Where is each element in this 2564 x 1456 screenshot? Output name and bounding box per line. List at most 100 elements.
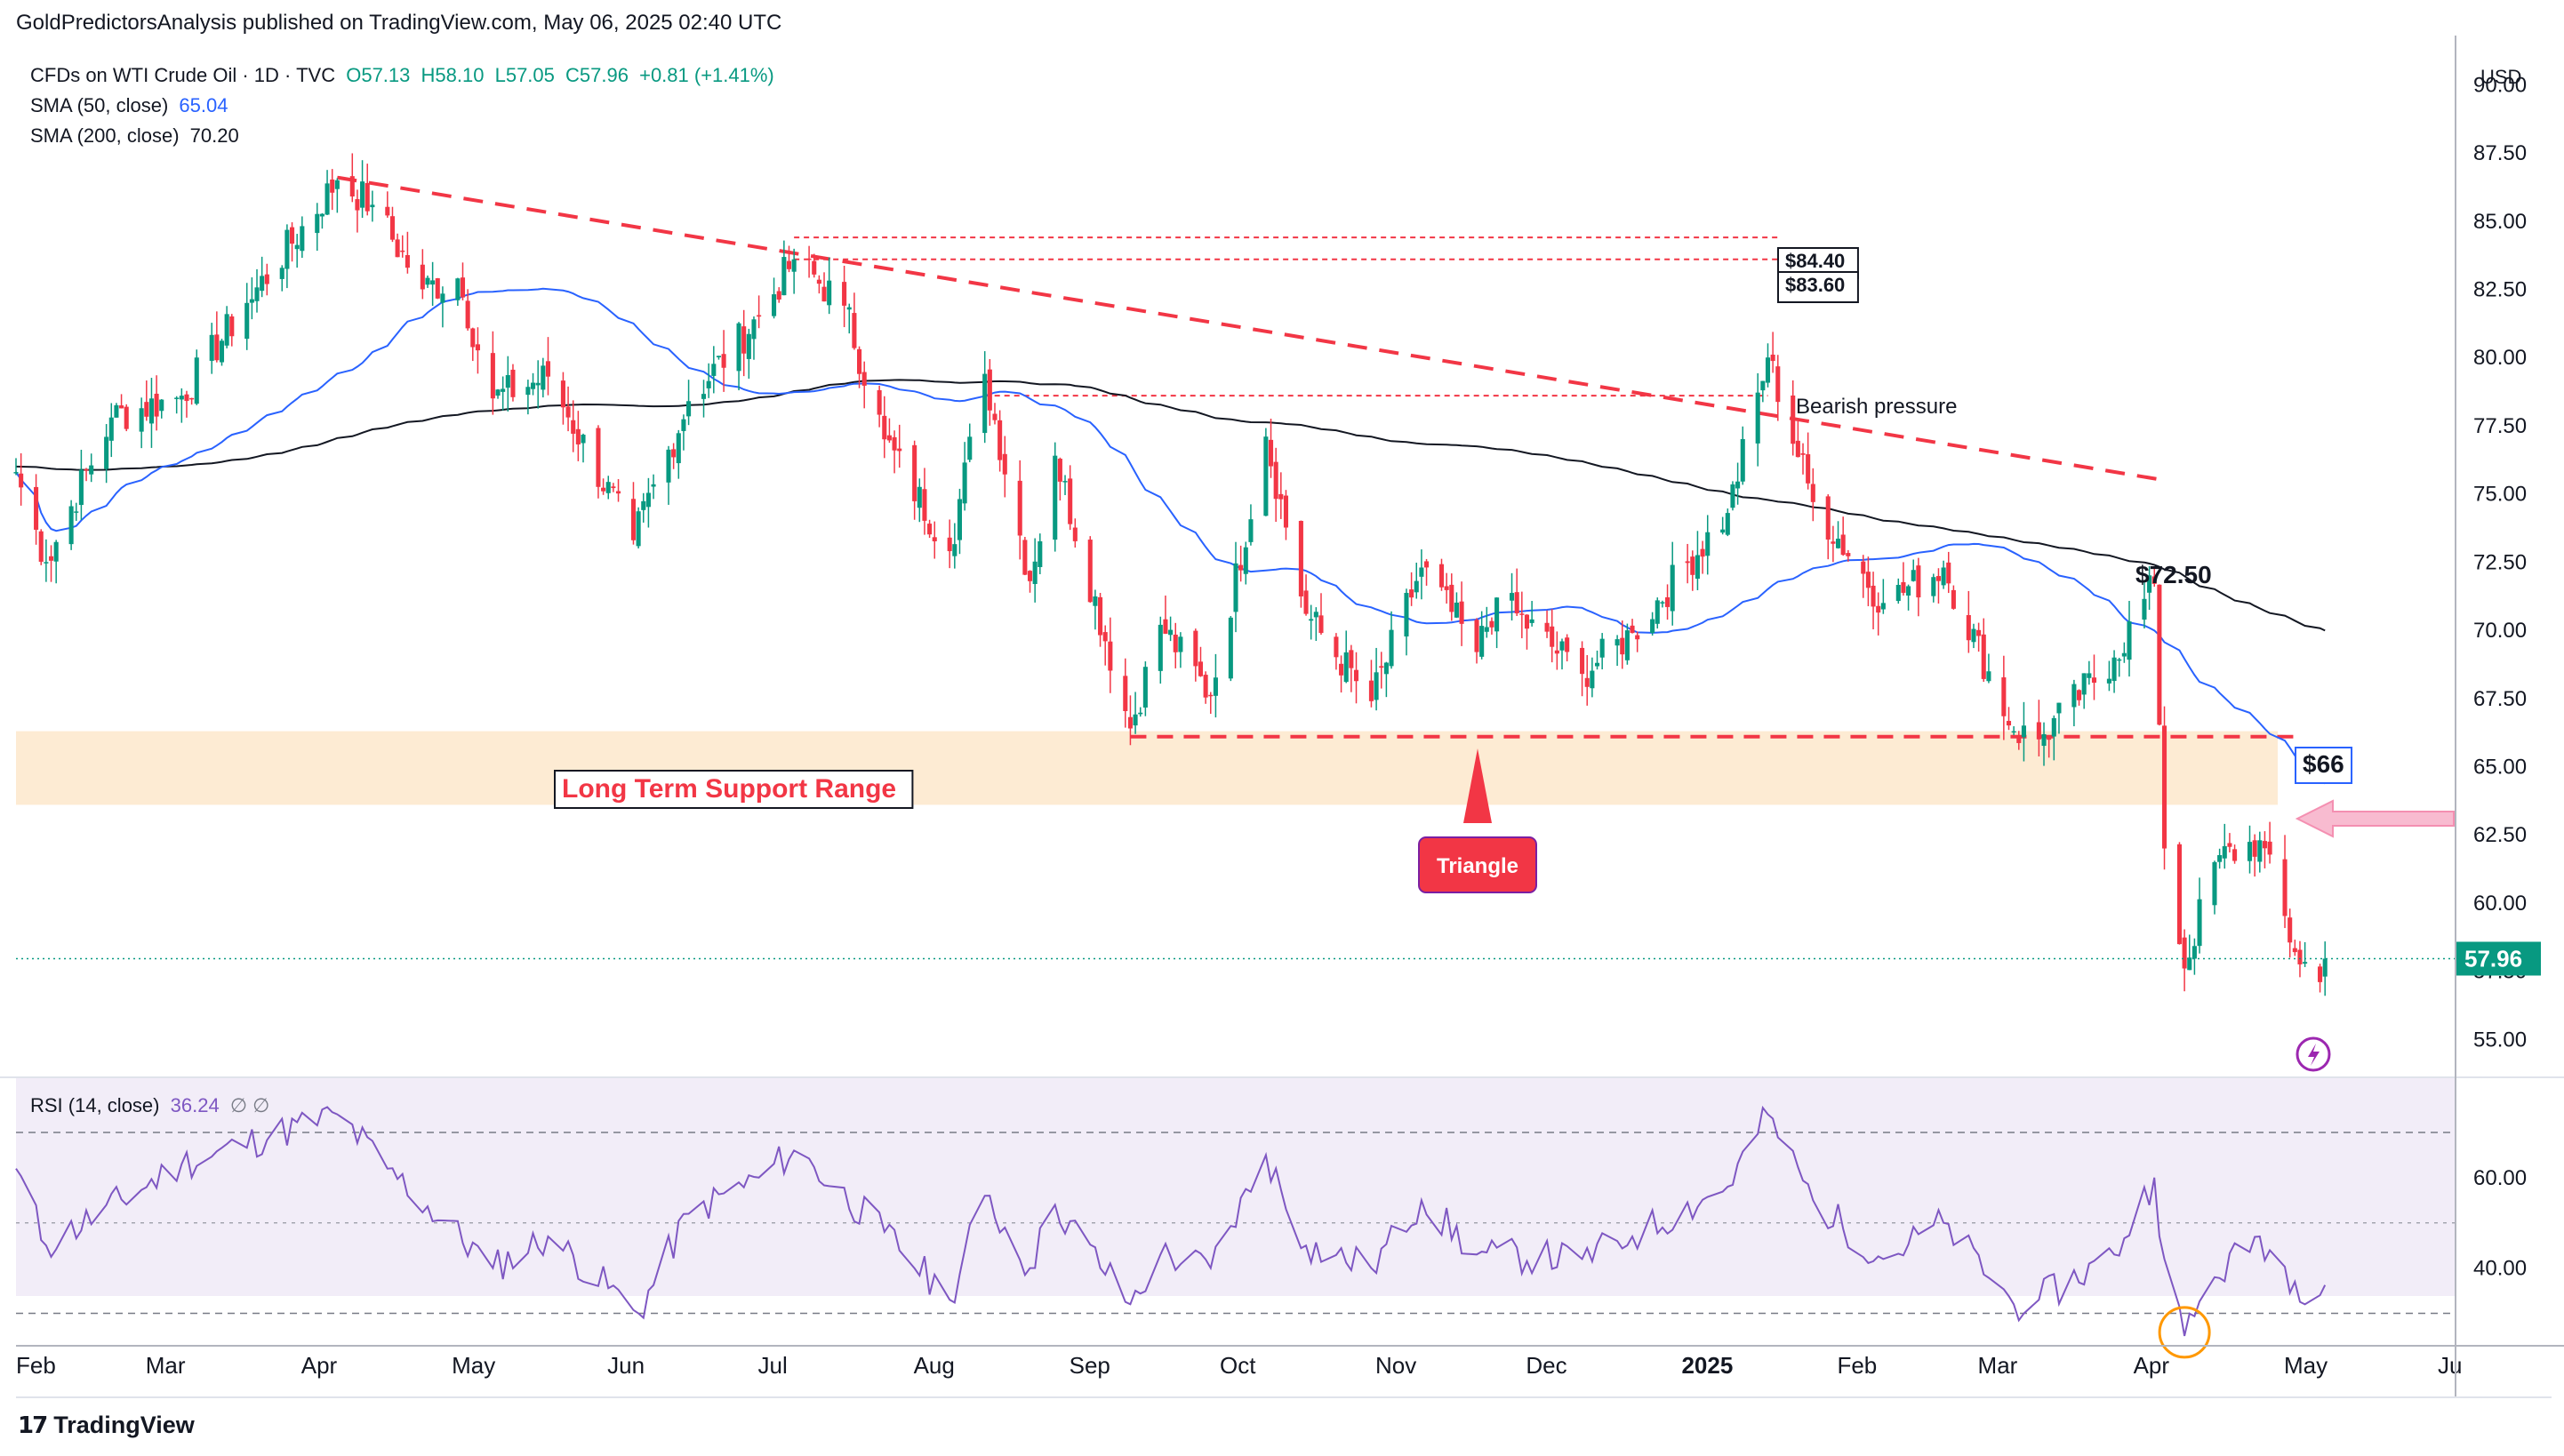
candle <box>1208 692 1214 715</box>
candle <box>1935 568 1941 604</box>
candle <box>330 169 335 211</box>
candle <box>645 477 651 528</box>
candle <box>1514 568 1519 616</box>
candle <box>615 479 621 502</box>
candle <box>2197 877 2202 954</box>
level-label-8360: $83.60 <box>1777 271 1859 303</box>
candle <box>1559 638 1565 670</box>
candle <box>119 394 124 409</box>
candle <box>2011 726 2016 736</box>
candle <box>1735 462 1741 505</box>
candle <box>886 418 892 444</box>
candle <box>1238 545 1244 582</box>
ohlc-high: H58.10 <box>421 64 485 86</box>
candle <box>1705 515 1711 575</box>
price-tick-label: 85.00 <box>2473 210 2527 234</box>
candle <box>2147 565 2152 611</box>
downtrend-line <box>337 175 2165 483</box>
candle <box>535 360 541 409</box>
symbol-title[interactable]: CFDs on WTI Crude Oil · 1D · TVC <box>30 64 336 86</box>
candle <box>1876 592 1881 636</box>
support-band <box>16 731 2278 805</box>
candle <box>1615 635 1620 667</box>
svg-text:$83.60: $83.60 <box>1785 274 1845 296</box>
candle <box>2087 660 2092 685</box>
candle <box>53 540 59 584</box>
candle <box>78 449 84 521</box>
candle <box>1730 481 1735 511</box>
candle <box>2151 567 2157 588</box>
candle <box>44 539 49 582</box>
rsi-band <box>16 1077 2455 1296</box>
candle <box>1765 343 1771 388</box>
candle <box>1389 611 1394 669</box>
candle <box>420 249 425 300</box>
candle <box>545 337 551 396</box>
candle <box>651 474 656 500</box>
candle <box>1986 653 1991 684</box>
candle <box>917 478 922 523</box>
candle <box>1720 516 1726 535</box>
candle <box>927 519 933 539</box>
candle <box>289 222 295 262</box>
candle <box>1349 644 1354 692</box>
candle <box>952 523 957 569</box>
candle <box>882 396 887 459</box>
candle <box>1650 612 1655 636</box>
sma200-legend[interactable]: SMA (200, close) 70.20 <box>30 124 239 148</box>
candle <box>89 453 94 483</box>
candle <box>1740 426 1745 485</box>
candle <box>2161 706 2167 870</box>
candle <box>48 545 54 582</box>
candle <box>1368 660 1374 708</box>
candle <box>962 442 967 511</box>
candle <box>816 275 821 294</box>
candle <box>821 272 827 302</box>
candle <box>1725 508 1730 537</box>
rsi-legend[interactable]: RSI (14, close) 36.24 ∅ ∅ <box>30 1094 269 1117</box>
candle <box>229 314 235 347</box>
candle <box>1901 562 1906 596</box>
candle <box>1444 572 1449 604</box>
candle <box>861 361 867 409</box>
candle <box>1846 549 1851 562</box>
candle <box>1971 623 1976 649</box>
candle <box>1374 647 1379 711</box>
candle <box>1590 657 1595 698</box>
tradingview-logo[interactable]: 𝟭𝟳 TradingView <box>18 1412 195 1439</box>
candle <box>1695 531 1700 590</box>
candle <box>2267 821 2272 864</box>
rsi-low-highlight <box>2158 1306 2211 1359</box>
candle <box>1865 556 1871 606</box>
time-tick-label: Dec <box>1526 1352 1566 1379</box>
candle <box>1976 622 1982 652</box>
currency-button[interactable]: USD <box>2480 66 2522 88</box>
candle <box>68 500 74 550</box>
candle <box>1438 558 1445 591</box>
candle <box>395 233 400 258</box>
candle <box>108 403 114 458</box>
sma50-legend[interactable]: SMA (50, close) 65.04 <box>30 94 228 117</box>
candle <box>812 253 817 278</box>
candle <box>1931 573 1936 603</box>
candle <box>355 189 360 233</box>
candle <box>1700 540 1705 574</box>
candle <box>2091 654 2097 700</box>
symbol-legend[interactable]: CFDs on WTI Crude Oil · 1D · TVC O57.13 … <box>30 64 774 87</box>
candle <box>425 276 430 288</box>
candle <box>1861 555 1866 598</box>
candle <box>1810 468 1815 522</box>
candle <box>1283 490 1289 540</box>
svg-text:57.96: 57.96 <box>2464 945 2522 972</box>
sma50-label[interactable]: SMA (50, close) <box>30 94 169 116</box>
rsi-label[interactable]: RSI (14, close) <box>30 1094 160 1116</box>
candle <box>1791 380 1796 456</box>
candle <box>1053 442 1058 552</box>
sma200-label[interactable]: SMA (200, close) <box>30 124 180 147</box>
candle <box>912 440 917 520</box>
candle <box>19 452 24 506</box>
candle <box>1404 588 1409 656</box>
candle <box>1479 611 1485 660</box>
candle <box>2212 860 2217 915</box>
